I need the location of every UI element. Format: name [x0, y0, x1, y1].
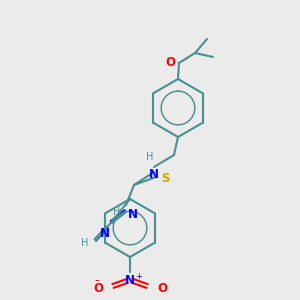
Text: O: O: [165, 56, 175, 68]
Text: H: H: [81, 238, 88, 248]
Text: +: +: [135, 272, 142, 281]
Text: N: N: [125, 274, 135, 287]
Text: -: -: [95, 274, 99, 287]
Text: N: N: [149, 168, 159, 181]
Text: O: O: [93, 281, 103, 295]
Text: S: S: [161, 172, 170, 184]
Text: N: N: [128, 208, 138, 221]
Text: N: N: [100, 227, 110, 240]
Text: H: H: [146, 152, 154, 162]
Text: H: H: [112, 207, 120, 217]
Text: O: O: [157, 281, 167, 295]
